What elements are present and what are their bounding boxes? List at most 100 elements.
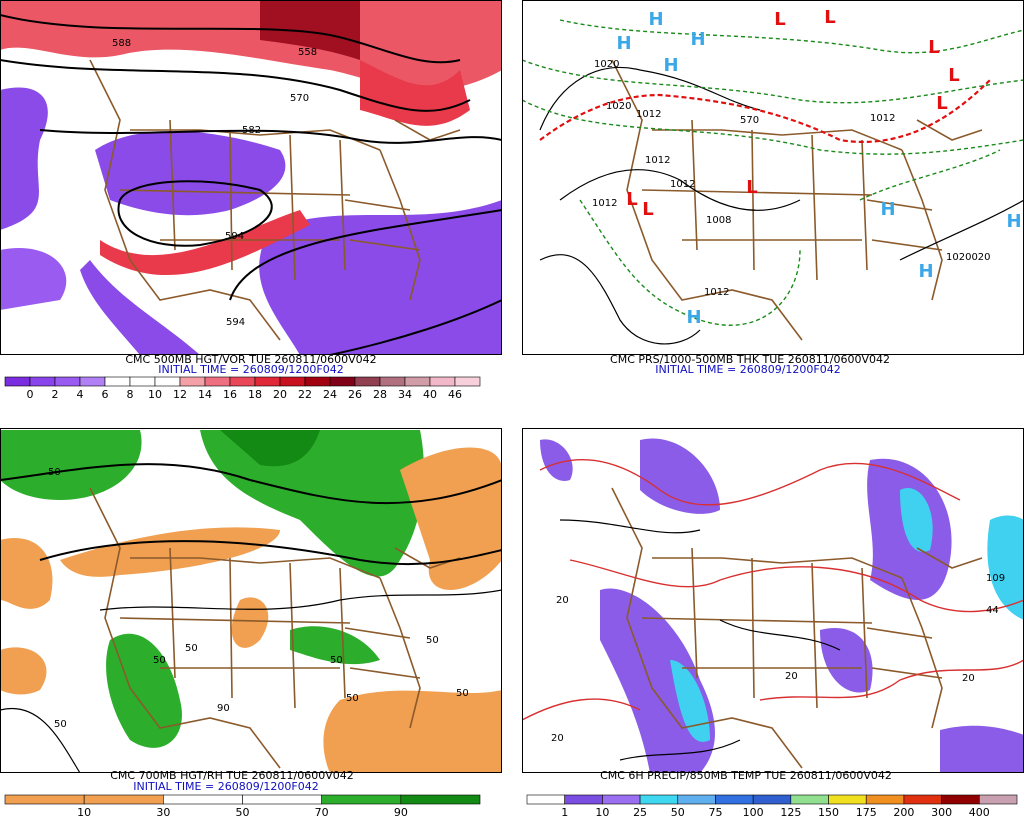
- colorbar-label: 20: [273, 388, 287, 401]
- colorbar-box: [865, 794, 905, 805]
- colorbar-box: [279, 376, 306, 387]
- colorbar-box: [79, 376, 106, 387]
- colorbar-box: [83, 794, 164, 805]
- precip-light: [640, 438, 720, 514]
- contour-label: 1012: [645, 155, 670, 166]
- low-center: L: [928, 37, 939, 58]
- panel-humidity: 50 50 50 50 50 50 90 50 50 CMC 700MB HGT…: [0, 428, 502, 819]
- contour-label: 50: [346, 693, 359, 704]
- colorbar-label: 24: [323, 388, 337, 401]
- contour-label: 20: [962, 673, 975, 684]
- colorbar-box: [564, 794, 603, 805]
- colorbar-box: [602, 794, 641, 805]
- humidity-dry: [231, 597, 269, 648]
- colorbar-label: 6: [102, 388, 109, 401]
- high-center: H: [880, 199, 895, 220]
- map-frame: [0, 0, 502, 355]
- colorbar-label: 175: [856, 806, 877, 819]
- contour-label: 1020020: [946, 252, 991, 263]
- colorbar-label: 50: [236, 806, 250, 819]
- colorbar-box: [229, 376, 256, 387]
- colorbar-label: 1: [561, 806, 568, 819]
- colorbar-box: [4, 794, 85, 805]
- vorticity-negative: [95, 131, 286, 216]
- colorbar-label: 200: [893, 806, 914, 819]
- initial-time: INITIAL TIME = 260809/1200F042: [158, 363, 343, 376]
- colorbar-box: [639, 794, 679, 805]
- colorbar-label: 28: [373, 388, 387, 401]
- contour-label: 50: [185, 643, 198, 654]
- vorticity-max: [260, 0, 360, 60]
- map-frame: [522, 428, 1024, 773]
- colorbar-label: 100: [743, 806, 764, 819]
- low-center: L: [948, 65, 959, 86]
- precip-light: [820, 628, 873, 693]
- colorbar-label: 22: [298, 388, 312, 401]
- humidity-moist: [290, 626, 380, 665]
- precip-moderate: [987, 515, 1024, 620]
- contour-label: 570: [290, 93, 309, 104]
- colorbar-box: [677, 794, 716, 805]
- colorbar-label: 46: [448, 388, 462, 401]
- humidity-dry: [400, 447, 502, 590]
- low-center: L: [746, 177, 757, 198]
- colorbar-box: [715, 794, 754, 805]
- vorticity-positive: [100, 210, 310, 276]
- colorbar-box: [329, 376, 356, 387]
- colorbar-box: [163, 794, 243, 805]
- colorbar-label: 0: [27, 388, 34, 401]
- low-center: L: [774, 9, 785, 30]
- humidity-moist: [0, 430, 142, 500]
- colorbar-box: [54, 376, 81, 387]
- contour-label: 1020: [606, 101, 631, 112]
- colorbar-box: [752, 794, 792, 805]
- colorbar-box: [790, 794, 829, 805]
- colorbar-label: 2: [52, 388, 59, 401]
- contour-label: 558: [298, 47, 317, 58]
- low-center: L: [936, 93, 947, 114]
- colorbar-box: [254, 376, 281, 387]
- colorbar-label: 14: [198, 388, 212, 401]
- colorbar-label: 10: [148, 388, 162, 401]
- contour-label: 1012: [670, 179, 695, 190]
- colorbar-label: 75: [708, 806, 722, 819]
- low-center: L: [824, 7, 835, 28]
- high-center: H: [663, 55, 678, 76]
- contour-label: 1012: [592, 198, 617, 209]
- humidity-moist: [106, 633, 182, 748]
- contour-label: 20: [785, 671, 798, 682]
- high-center: H: [616, 33, 631, 54]
- colorbar-box: [29, 376, 56, 387]
- contour-label: 1008: [706, 215, 731, 226]
- colorbar-box: [179, 376, 206, 387]
- colorbar-box: [400, 794, 481, 805]
- colorbar-box: [321, 794, 402, 805]
- colorbar-label: 90: [394, 806, 408, 819]
- colorbar-label: 300: [931, 806, 952, 819]
- contour-label: 50: [153, 655, 166, 666]
- colorbar-label: 12: [173, 388, 187, 401]
- colorbar-box: [526, 794, 565, 805]
- map-area: 50 50 50 50 50 50 90 50 50: [0, 430, 502, 773]
- colorbar-box: [828, 794, 867, 805]
- colorbar-box: [304, 376, 331, 387]
- panel-title: CMC 700MB HGT/RH TUE 260811/0600V042: [110, 769, 354, 782]
- contour-label: 20: [556, 595, 569, 606]
- map-area: 588 558 570 582 594 594: [0, 0, 502, 355]
- colorbar-box: [941, 794, 980, 805]
- colorbar-label: 18: [248, 388, 262, 401]
- contour-label: 588: [112, 38, 131, 49]
- precip-light: [540, 439, 573, 481]
- humidity-dry: [0, 538, 53, 609]
- contour-label: 50: [330, 655, 343, 666]
- precip-light: [600, 588, 715, 773]
- colorbar-label: 70: [315, 806, 329, 819]
- vorticity-positive: [0, 0, 502, 91]
- contour-label: 1012: [870, 113, 895, 124]
- contour-label: 109: [986, 573, 1005, 584]
- contour-label: 1020: [594, 59, 619, 70]
- colorbar-box: [454, 376, 481, 387]
- colorbar-label: 25: [633, 806, 647, 819]
